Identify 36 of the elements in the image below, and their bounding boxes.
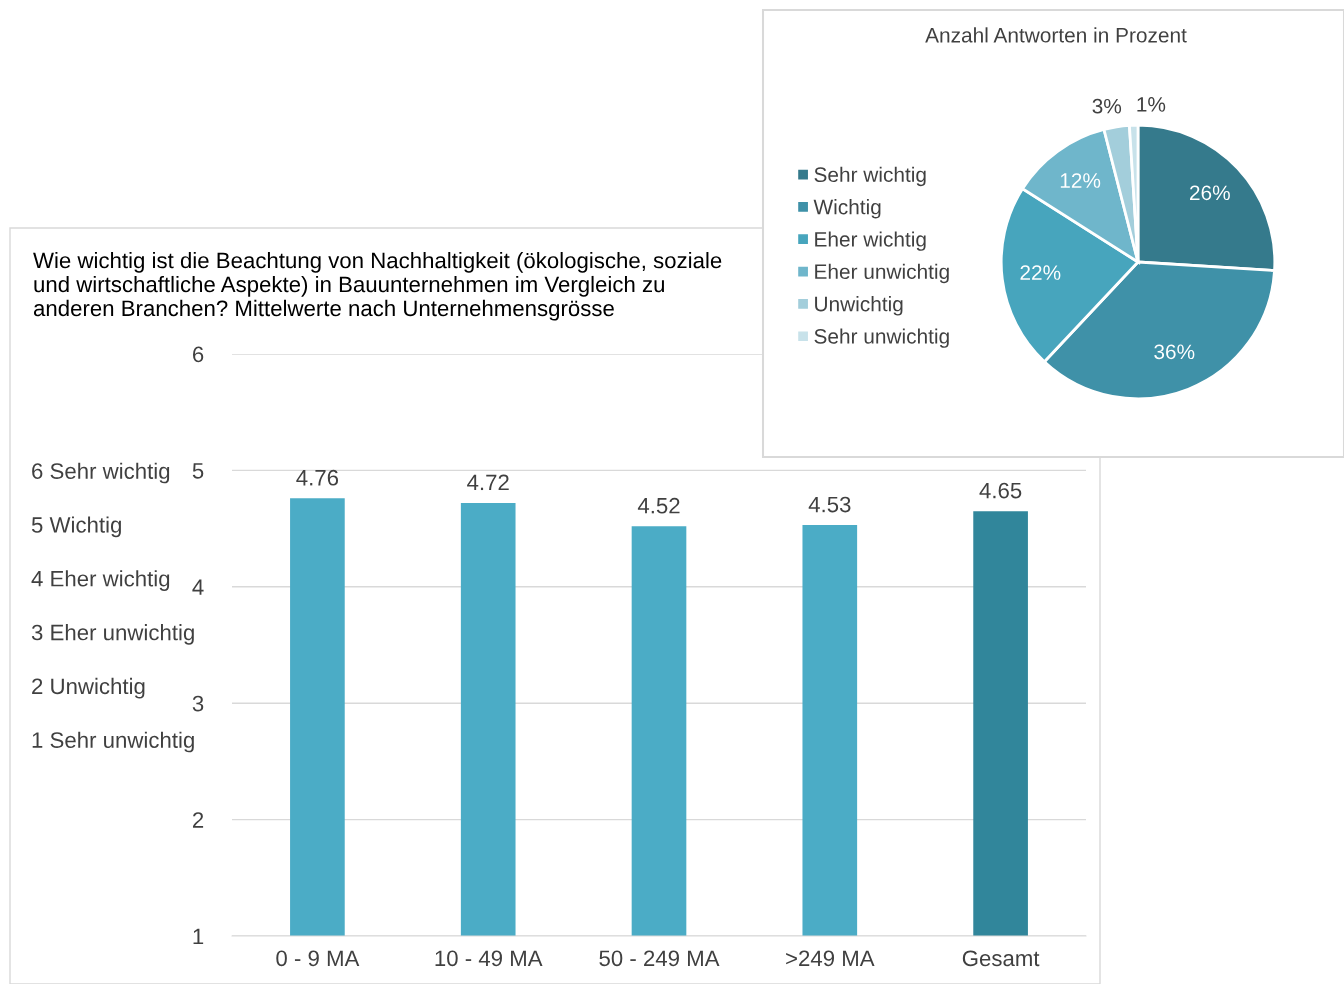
- chart-title: Wie wichtig ist die Beachtung von Nachhaltigkeit (ökologische, soziale und wirtschaftliche Aspekte) in Bauunternehmen im Vergleich zu anderen Branchen? Mittelwerte nach Unternehmensgrösse: [33, 252, 722, 321]
- legend-label: Sehr wichtig: [814, 166, 926, 187]
- data-label: 22%: [1020, 265, 1061, 280]
- x-tick-label: 0 - 9 MA: [276, 950, 360, 967]
- x-tick-label: 50 - 249 MA: [599, 950, 720, 967]
- data-label: 4.65: [979, 482, 1022, 499]
- data-label: 12%: [1060, 173, 1101, 188]
- legend-label: Eher wichtig: [815, 231, 926, 251]
- y-tick-label: 6: [192, 346, 204, 363]
- y-tick-label: 2: [192, 812, 204, 828]
- chart-title: Anzahl Antworten in Prozent: [925, 27, 1187, 43]
- data-label: 4.53: [808, 496, 851, 513]
- text: 4 Eher wichtig: [31, 570, 170, 591]
- text: 5 Wichtig: [31, 516, 121, 538]
- y-tick-label: 1: [193, 928, 204, 945]
- data-label: 36%: [1154, 344, 1195, 360]
- data-label: 4.72: [467, 474, 509, 491]
- text: 3 Eher unwichtig: [31, 624, 194, 645]
- x-tick-label: >249 MA: [786, 950, 875, 967]
- y-tick-label: 3: [192, 695, 204, 712]
- data-label: 26%: [1190, 185, 1230, 201]
- y-tick-label: 5: [192, 463, 204, 479]
- legend-label: Wichtig: [813, 199, 881, 219]
- data-label: 1%: [1137, 97, 1166, 112]
- legend-label: Sehr unwichtig: [814, 328, 949, 348]
- data-label: 3%: [1092, 98, 1122, 114]
- legend-label: Unwichtig: [815, 296, 903, 316]
- text: 6 Sehr wichtig: [32, 462, 170, 484]
- text: 2 Unwichtig: [32, 677, 145, 699]
- data-label: 4.76: [296, 469, 339, 486]
- x-tick-label: Gesamt: [962, 950, 1040, 967]
- x-tick-label: 10 - 49 MA: [435, 950, 543, 967]
- y-tick-label: 4: [192, 579, 204, 595]
- legend-label: Eher unwichtig: [815, 263, 949, 284]
- text: 1 Sehr unwichtig: [32, 731, 194, 753]
- data-label: 4.52: [637, 497, 680, 514]
